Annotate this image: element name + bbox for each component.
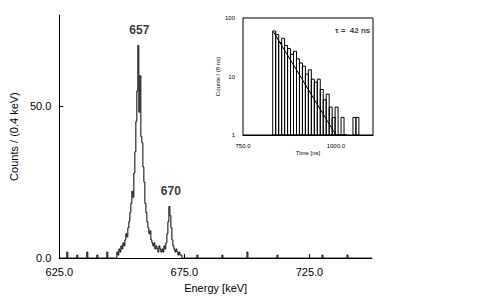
svg-text:100: 100 bbox=[225, 15, 236, 21]
svg-text:725.0: 725.0 bbox=[296, 266, 324, 278]
svg-text:0.0: 0.0 bbox=[36, 252, 51, 264]
svg-text:Time [ns]: Time [ns] bbox=[296, 150, 321, 156]
svg-text:675.0: 675.0 bbox=[171, 266, 199, 278]
svg-text:1000.0: 1000.0 bbox=[327, 143, 346, 149]
svg-text:Counts / (0.4 keV): Counts / (0.4 keV) bbox=[8, 92, 20, 181]
svg-text:1: 1 bbox=[232, 132, 236, 138]
svg-text:Energy [keV]: Energy [keV] bbox=[184, 282, 247, 294]
svg-text:750.0: 750.0 bbox=[235, 143, 251, 149]
svg-text:50.0: 50.0 bbox=[30, 100, 51, 112]
svg-text:Counts / (8 ns): Counts / (8 ns) bbox=[215, 57, 221, 96]
svg-text:625.0: 625.0 bbox=[46, 266, 74, 278]
svg-text:670: 670 bbox=[161, 184, 181, 198]
svg-text:τ = 42 ns: τ = 42 ns bbox=[335, 26, 371, 35]
svg-text:657: 657 bbox=[129, 23, 149, 37]
svg-text:10: 10 bbox=[228, 74, 235, 80]
